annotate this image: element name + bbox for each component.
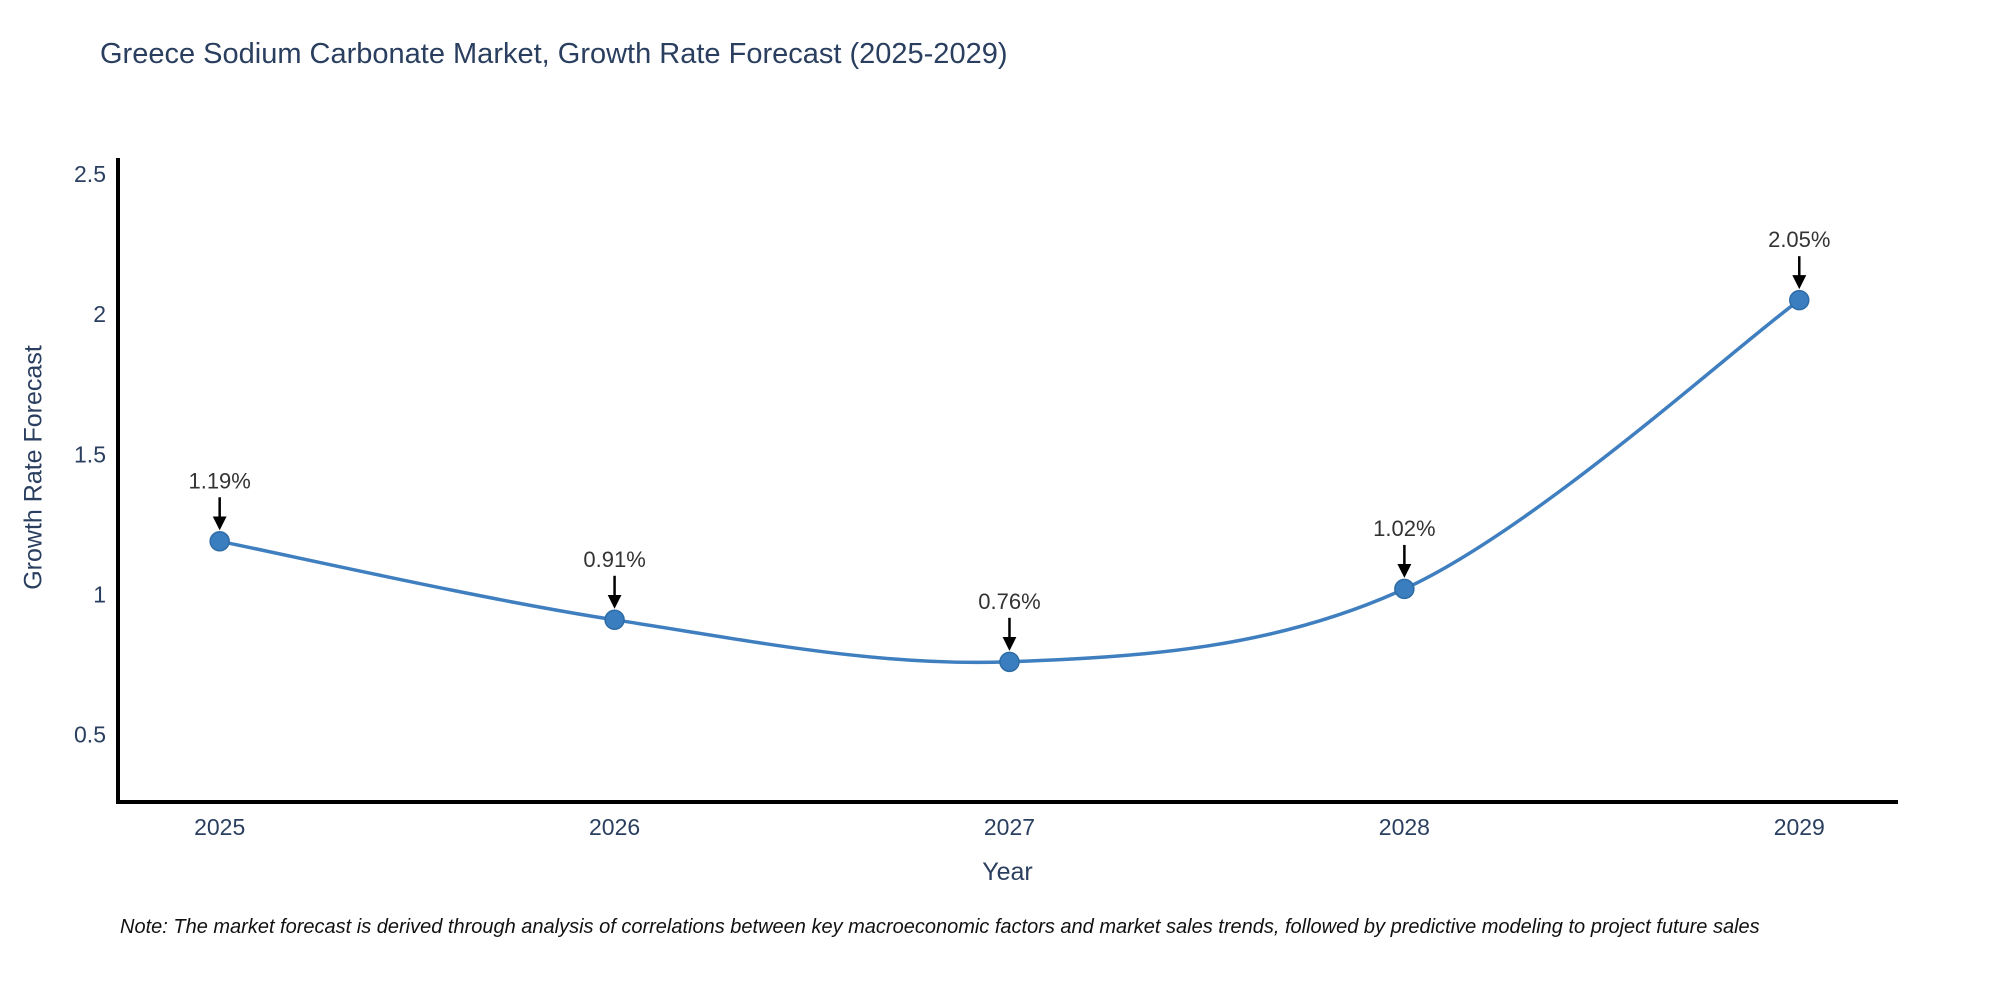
y-tick-label: 2.5 xyxy=(74,161,106,187)
x-tick-label: 2026 xyxy=(589,814,640,840)
x-tick-label: 2025 xyxy=(194,814,245,840)
y-tick-label: 0.5 xyxy=(74,722,106,748)
x-tick-label: 2029 xyxy=(1774,814,1825,840)
point-value-label: 1.19% xyxy=(188,468,250,493)
data-point-marker xyxy=(999,651,1020,673)
data-point-marker xyxy=(604,609,625,631)
point-value-label: 1.02% xyxy=(1373,516,1435,541)
chart-title: Greece Sodium Carbonate Market, Growth R… xyxy=(100,38,1008,70)
x-tick-label: 2027 xyxy=(984,814,1035,840)
point-value-label: 2.05% xyxy=(1768,227,1830,252)
data-point-marker xyxy=(1789,289,1810,311)
data-point-marker xyxy=(209,531,230,552)
x-axis-title: Year xyxy=(982,858,1033,886)
y-tick-label: 1 xyxy=(93,582,106,608)
y-tick-label: 1.5 xyxy=(74,441,106,467)
data-point-marker xyxy=(1394,578,1415,600)
y-tick-label: 2 xyxy=(93,301,106,327)
point-value-label: 0.91% xyxy=(583,547,645,572)
footnote: Note: The market forecast is derived thr… xyxy=(120,916,1760,938)
point-value-label: 0.76% xyxy=(978,589,1040,614)
x-tick-label: 2028 xyxy=(1379,814,1430,840)
